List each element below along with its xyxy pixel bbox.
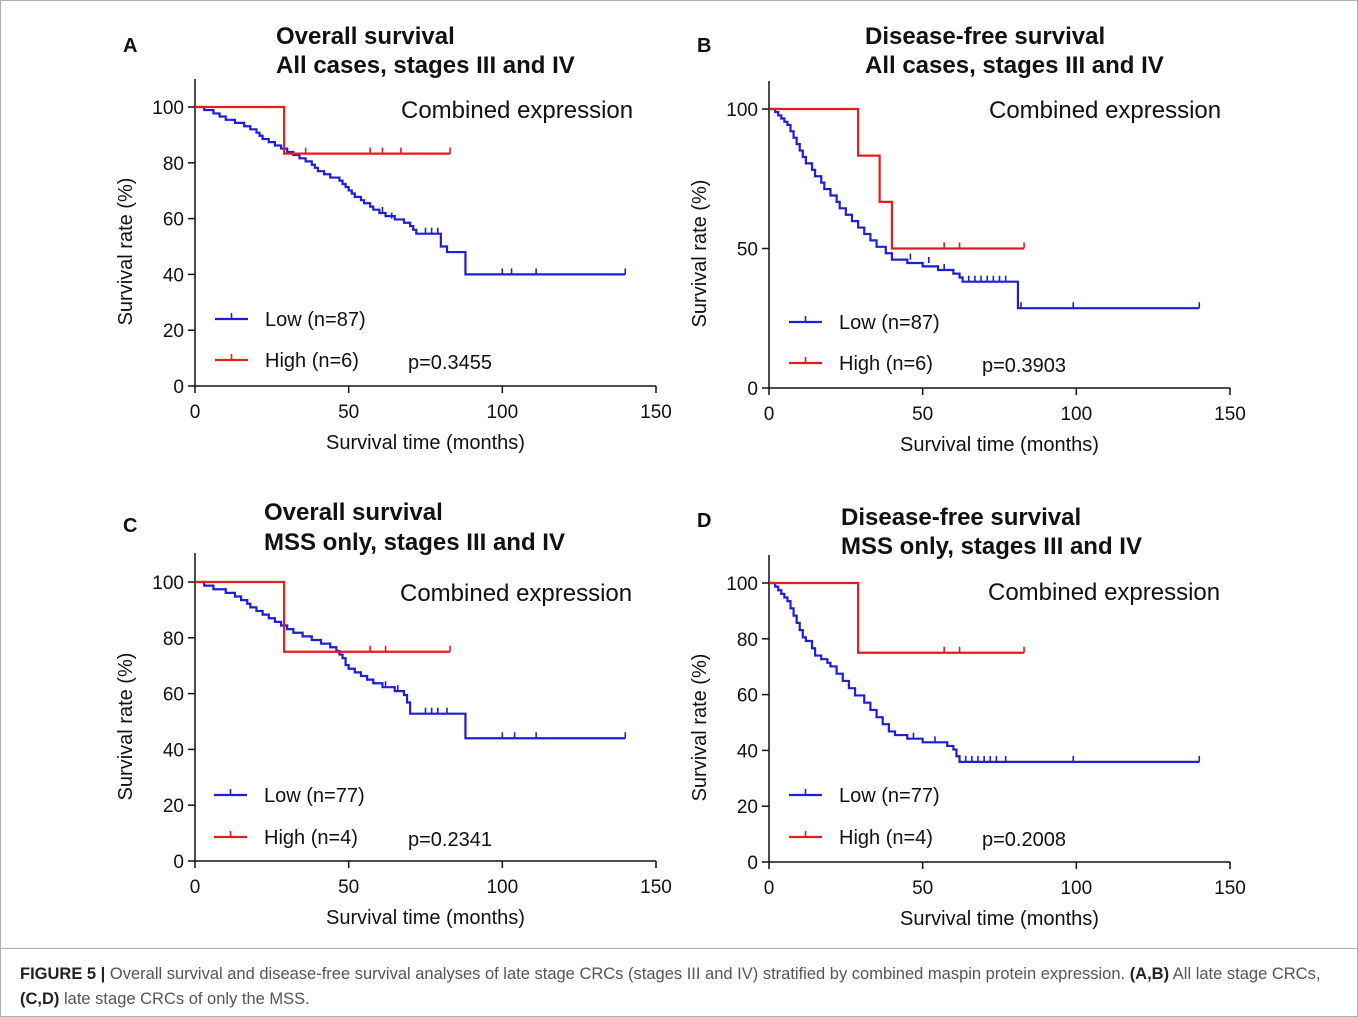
x-tick-label-d: 0 — [764, 878, 775, 899]
chart-annotation-c: Combined expression — [400, 580, 632, 607]
survival-curve-low-d — [769, 581, 1200, 763]
x-tick-label-b: 0 — [764, 404, 775, 425]
panel-letter-c: C — [123, 515, 137, 537]
y-tick-label-c: 20 — [163, 796, 184, 817]
y-tick-label-d: 100 — [726, 574, 758, 595]
y-tick-label-a: 40 — [163, 265, 184, 286]
legend-label-high-a: High (n=6) — [265, 350, 359, 372]
survival-curve-high-d — [769, 581, 1025, 654]
x-tick-label-a: 150 — [640, 402, 672, 423]
y-tick-label-c: 80 — [163, 629, 184, 650]
legend-label-low-c: Low (n=77) — [264, 785, 365, 807]
y-tick-label-a: 60 — [163, 210, 184, 231]
panel-letter-d: D — [697, 510, 711, 532]
y-tick-label-c: 100 — [152, 573, 184, 594]
y-axis-label-b: Survival rate (%) — [689, 180, 711, 328]
chart-subtitle-a: All cases, stages III and IV — [276, 52, 575, 79]
legend-label-high-c: High (n=4) — [264, 827, 358, 849]
survival-curve-low-c — [195, 580, 626, 740]
y-axis-label-c: Survival rate (%) — [115, 653, 137, 801]
survival-curve-high-b — [769, 107, 1025, 250]
survival-curve-low-b — [769, 107, 1200, 310]
y-tick-label-d: 80 — [737, 630, 758, 651]
y-tick-label-b: 100 — [726, 100, 758, 121]
x-tick-label-b: 100 — [1060, 404, 1092, 425]
figure-label: FIGURE 5 | — [20, 965, 106, 983]
caption-divider — [0, 948, 1358, 949]
y-tick-label-a: 20 — [163, 321, 184, 342]
x-tick-label-c: 0 — [190, 877, 201, 898]
legend-label-low-b: Low (n=87) — [839, 312, 940, 334]
y-tick-label-a: 100 — [152, 98, 184, 119]
y-axis-label-d: Survival rate (%) — [689, 654, 711, 802]
y-tick-label-d: 0 — [747, 853, 758, 874]
caption-ref-cd: (C,D) — [20, 990, 60, 1008]
panel-letter-a: A — [123, 35, 137, 57]
y-tick-label-c: 60 — [163, 685, 184, 706]
x-tick-label-c: 50 — [338, 877, 359, 898]
survival-curve-high-a — [195, 105, 451, 155]
x-axis-label-d: Survival time (months) — [900, 908, 1099, 930]
x-axis-label-a: Survival time (months) — [326, 432, 525, 454]
p-value-c: p=0.2341 — [408, 829, 492, 851]
x-tick-label-c: 100 — [486, 877, 518, 898]
survival-curve-low-a — [195, 105, 626, 276]
x-tick-label-d: 150 — [1214, 878, 1246, 899]
survival-curve-high-c — [195, 580, 451, 653]
y-tick-label-d: 40 — [737, 741, 758, 762]
x-tick-label-b: 150 — [1214, 404, 1246, 425]
legend-label-low-d: Low (n=77) — [839, 785, 940, 807]
chart-title-c: Overall survival — [264, 499, 443, 526]
caption-ref-ab: (A,B) — [1129, 965, 1170, 983]
chart-subtitle-c: MSS only, stages III and IV — [264, 529, 565, 556]
y-tick-label-d: 20 — [737, 797, 758, 818]
caption-text-2: All late stage CRCs, — [1169, 965, 1321, 983]
y-tick-label-a: 0 — [173, 377, 184, 398]
chart-annotation-a: Combined expression — [401, 97, 633, 124]
y-tick-label-b: 50 — [737, 240, 758, 261]
y-tick-label-b: 0 — [747, 379, 758, 400]
y-tick-label-c: 40 — [163, 740, 184, 761]
p-value-a: p=0.3455 — [408, 352, 492, 374]
chart-title-b: Disease-free survival — [865, 23, 1105, 50]
chart-annotation-b: Combined expression — [989, 97, 1221, 124]
caption-text-3: late stage CRCs of only the MSS. — [59, 990, 310, 1008]
p-value-b: p=0.3903 — [982, 355, 1066, 377]
legend-label-high-b: High (n=6) — [839, 353, 933, 375]
x-tick-label-a: 50 — [338, 402, 359, 423]
legend-label-high-d: High (n=4) — [839, 827, 933, 849]
x-tick-label-d: 50 — [912, 878, 933, 899]
chart-subtitle-b: All cases, stages III and IV — [865, 52, 1164, 79]
p-value-d: p=0.2008 — [982, 829, 1066, 851]
chart-panel-c: C Overall survival MSS only, stages III an… — [115, 499, 672, 929]
x-axis-label-c: Survival time (months) — [326, 907, 525, 929]
x-tick-label-b: 50 — [912, 404, 933, 425]
x-tick-label-a: 100 — [486, 402, 518, 423]
legend-label-low-a: Low (n=87) — [265, 309, 366, 331]
panel-letter-b: B — [697, 35, 711, 57]
x-axis-label-b: Survival time (months) — [900, 434, 1099, 456]
figure-caption: FIGURE 5 | Overall survival and disease-… — [20, 962, 1338, 1012]
x-tick-label-c: 150 — [640, 877, 672, 898]
y-tick-label-d: 60 — [737, 686, 758, 707]
y-axis-label-a: Survival rate (%) — [115, 178, 137, 326]
caption-text-1: Overall survival and disease-free surviv… — [105, 965, 1130, 983]
y-tick-label-c: 0 — [173, 852, 184, 873]
x-tick-label-a: 0 — [190, 402, 201, 423]
y-tick-label-a: 80 — [163, 154, 184, 175]
chart-subtitle-d: MSS only, stages III and IV — [841, 533, 1142, 560]
chart-title-a: Overall survival — [276, 23, 455, 50]
chart-title-d: Disease-free survival — [841, 504, 1081, 531]
x-tick-label-d: 100 — [1060, 878, 1092, 899]
chart-annotation-d: Combined expression — [988, 579, 1220, 606]
